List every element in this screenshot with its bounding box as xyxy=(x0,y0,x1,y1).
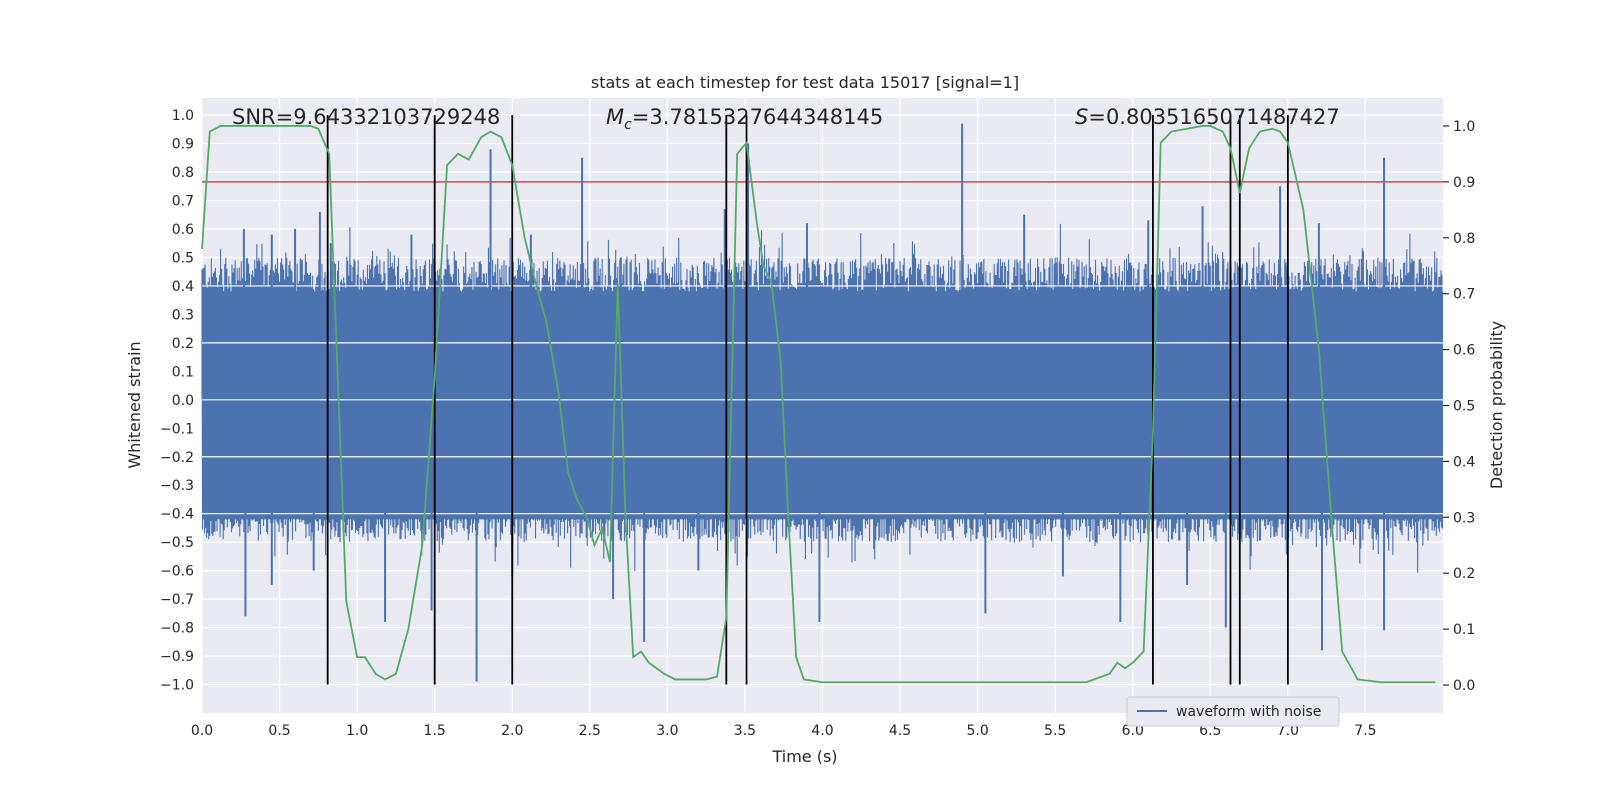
mc-subscript: c xyxy=(624,117,632,133)
x-tick-label-7: 3.5 xyxy=(734,723,756,739)
y-right-tick-label-5: 0.5 xyxy=(1453,399,1475,415)
x-tick-label-2: 1.0 xyxy=(346,723,368,739)
y-tick-label-1: 0.9 xyxy=(172,137,194,153)
y-tick-label-5: 0.5 xyxy=(172,250,194,266)
y-right-tick-label-6: 0.4 xyxy=(1453,454,1475,470)
x-tick-label-14: 7.0 xyxy=(1277,723,1299,739)
x-tick-label-0: 0.0 xyxy=(191,723,213,739)
y-right-axis-ticks: 1.0 0.9 0.8 0.7 0.6 0.5 0.4 0.3 0.2 0.1 0.0 xyxy=(1443,119,1475,694)
y-tick-label-3: 0.7 xyxy=(172,194,194,210)
y-right-tick-label-2: 0.8 xyxy=(1453,231,1475,247)
y-right-tick-label-10: 0.0 xyxy=(1453,678,1475,694)
s-value: =0.8035165071487427 xyxy=(1088,105,1339,129)
chirp-mass-annotation: Mc=3.7815327644348145 xyxy=(606,105,883,133)
legend: waveform with noise xyxy=(1126,696,1340,727)
y-tick-label-19: −0.9 xyxy=(160,649,194,665)
y-tick-label-8: 0.2 xyxy=(172,336,194,352)
x-tick-label-3: 1.5 xyxy=(424,723,446,739)
y-right-tick-label-7: 0.3 xyxy=(1453,510,1475,526)
y-tick-label-16: −0.6 xyxy=(160,564,194,580)
y-tick-label-7: 0.3 xyxy=(172,307,194,323)
y-axis-ticks: 1.0 0.9 0.8 0.7 0.6 0.5 0.4 0.3 0.2 0.1 0.0 −0.1 −0.… xyxy=(160,108,194,693)
y-right-tick-label-4: 0.6 xyxy=(1453,343,1475,359)
x-tick-label-15: 7.5 xyxy=(1354,723,1376,739)
y-right-tick-label-0: 1.0 xyxy=(1453,119,1475,135)
mc-value: =3.7815327644348145 xyxy=(632,105,883,129)
waveform-series xyxy=(201,123,1444,682)
y-tick-label-17: −0.7 xyxy=(160,592,194,608)
y-tick-label-15: −0.5 xyxy=(160,535,194,551)
x-tick-label-12: 6.0 xyxy=(1122,723,1144,739)
y-tick-label-6: 0.4 xyxy=(172,279,194,295)
x-tick-label-13: 6.5 xyxy=(1199,723,1221,739)
x-tick-label-9: 4.5 xyxy=(889,723,911,739)
legend-label-waveform: waveform with noise xyxy=(1176,704,1321,720)
y-tick-label-9: 0.1 xyxy=(172,364,194,380)
y-right-tick-label-9: 0.1 xyxy=(1453,622,1475,638)
y-tick-label-2: 0.8 xyxy=(172,165,194,181)
y-right-tick-label-8: 0.2 xyxy=(1453,566,1475,582)
y-tick-label-12: −0.2 xyxy=(160,450,194,466)
detection-probability-line xyxy=(201,125,1436,684)
x-tick-label-8: 4.0 xyxy=(811,723,833,739)
x-tick-label-1: 0.5 xyxy=(268,723,290,739)
y-right-tick-label-3: 0.7 xyxy=(1453,287,1475,303)
x-tick-label-6: 3.0 xyxy=(656,723,678,739)
y-tick-label-0: 1.0 xyxy=(172,108,194,124)
snr-annotation: SNR=9.64332103729248 xyxy=(232,105,500,129)
s-symbol: S xyxy=(1075,105,1088,129)
y-tick-label-20: −1.0 xyxy=(160,678,194,694)
y-tick-label-4: 0.6 xyxy=(172,222,194,238)
x-tick-label-10: 5.0 xyxy=(966,723,988,739)
y-right-tick-label-1: 0.9 xyxy=(1453,175,1475,191)
x-tick-label-4: 2.0 xyxy=(501,723,523,739)
y-tick-label-14: −0.4 xyxy=(160,507,194,523)
y-tick-label-13: −0.3 xyxy=(160,478,194,494)
s-annotation: S=0.8035165071487427 xyxy=(1075,105,1340,129)
y-right-axis-label: Detection probability xyxy=(1487,321,1506,489)
x-tick-label-11: 5.5 xyxy=(1044,723,1066,739)
x-tick-label-5: 2.5 xyxy=(579,723,601,739)
mc-symbol: M xyxy=(606,105,624,129)
y-tick-label-10: 0.0 xyxy=(172,393,194,409)
x-axis-label: Time (s) xyxy=(771,747,837,766)
x-axis-ticks: 0.0 0.5 1.0 1.5 2.0 2.5 3.0 3.5 4.0 4.5 5.0 5.5 6.0 6… xyxy=(191,723,1377,739)
legend-box xyxy=(1126,696,1340,727)
chart-title: stats at each timestep for test data 150… xyxy=(591,73,1019,92)
y-tick-label-11: −0.1 xyxy=(160,421,194,437)
y-tick-label-18: −0.8 xyxy=(160,621,194,637)
waveform-band xyxy=(202,291,1443,520)
y-axis-label: Whitened strain xyxy=(125,341,144,468)
